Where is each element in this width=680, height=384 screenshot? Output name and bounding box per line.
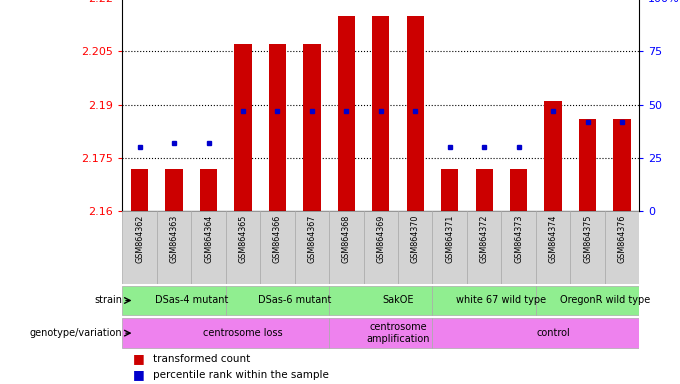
Bar [131,169,148,211]
Text: GSM864373: GSM864373 [514,215,523,263]
Bar [269,44,286,211]
Bar [545,101,562,211]
Text: centrosome
amplification: centrosome amplification [367,322,430,344]
Bar [294,211,329,284]
Bar [441,169,458,211]
Bar [226,286,329,315]
Bar [501,211,536,284]
Text: transformed count: transformed count [154,354,251,364]
Bar [432,318,639,348]
Text: control: control [537,328,570,338]
Text: GSM864374: GSM864374 [549,215,558,263]
Text: GSM864366: GSM864366 [273,215,282,263]
Text: GSM864369: GSM864369 [376,215,386,263]
Bar [605,211,639,284]
Bar [338,16,355,211]
Bar [260,211,294,284]
Text: SakOE: SakOE [382,295,413,306]
Bar [398,211,432,284]
Bar [165,169,183,211]
Bar [475,169,493,211]
Bar [571,211,605,284]
Bar [157,211,191,284]
Bar [200,169,217,211]
Text: percentile rank within the sample: percentile rank within the sample [154,370,329,380]
Bar [364,211,398,284]
Text: GSM864367: GSM864367 [307,215,316,263]
Bar [613,119,630,211]
Text: GSM864363: GSM864363 [169,215,179,263]
Text: strain: strain [95,295,122,306]
Bar [329,286,432,315]
Text: DSas-6 mutant: DSas-6 mutant [258,295,331,306]
Text: GSM864371: GSM864371 [445,215,454,263]
Bar [303,44,320,211]
Bar [122,211,157,284]
Text: GSM864375: GSM864375 [583,215,592,263]
Text: genotype/variation: genotype/variation [30,328,122,338]
Bar [226,211,260,284]
Bar [510,169,527,211]
Bar [329,211,364,284]
Bar [536,286,639,315]
Text: ■: ■ [133,368,144,381]
Text: GSM864370: GSM864370 [411,215,420,263]
Bar [467,211,501,284]
Bar [536,211,571,284]
Bar [432,286,536,315]
Bar [432,211,467,284]
Text: OregonR wild type: OregonR wild type [560,295,650,306]
Bar [191,211,226,284]
Bar [329,318,432,348]
Text: GSM864368: GSM864368 [342,215,351,263]
Bar [122,318,329,348]
Text: GSM864364: GSM864364 [204,215,213,263]
Text: ■: ■ [133,352,144,365]
Text: GSM864362: GSM864362 [135,215,144,263]
Text: GSM864372: GSM864372 [479,215,489,263]
Bar [407,16,424,211]
Text: GSM864365: GSM864365 [239,215,248,263]
Text: centrosome loss: centrosome loss [203,328,283,338]
Bar [372,16,390,211]
Bar [122,286,226,315]
Bar [579,119,596,211]
Bar [235,44,252,211]
Text: GSM864376: GSM864376 [617,215,626,263]
Text: white 67 wild type: white 67 wild type [456,295,547,306]
Text: DSas-4 mutant: DSas-4 mutant [154,295,228,306]
